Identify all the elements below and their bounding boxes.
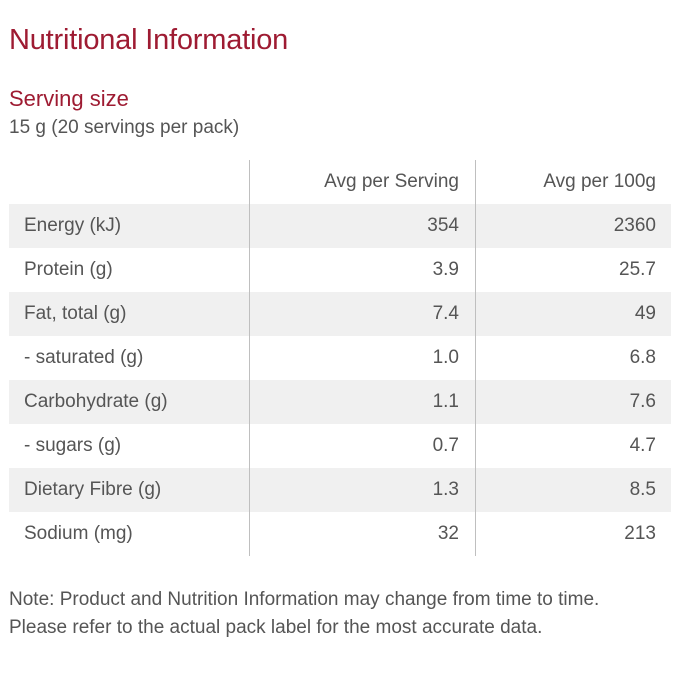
per-serving-value: 1.3 <box>249 468 475 512</box>
nutrient-name: Dietary Fibre (g) <box>24 479 162 500</box>
nutrient-name: Fat, total (g) <box>24 303 127 324</box>
per-serving-value: 0.7 <box>249 424 475 468</box>
per-100g-value: 6.8 <box>475 336 671 380</box>
per-serving-value: 1.0 <box>249 336 475 380</box>
header-nutrient <box>9 160 249 204</box>
per-serving-value: 1.1 <box>249 380 475 424</box>
table-row: - saturated (g) 1.0 6.8 <box>9 336 671 380</box>
per-100g-value: 8.5 <box>475 468 671 512</box>
per-100g-value: 7.6 <box>475 380 671 424</box>
per-serving-value: 32 <box>249 512 475 556</box>
table-row: Dietary Fibre (g) 1.3 8.5 <box>9 468 671 512</box>
page-title: Nutritional Information <box>9 24 289 56</box>
per-100g-value: 4.7 <box>475 424 671 468</box>
per-serving-value: 3.9 <box>249 248 475 292</box>
per-serving-value: 7.4 <box>249 292 475 336</box>
nutrient-name: - saturated (g) <box>24 347 144 368</box>
table-row: Carbohydrate (g) 1.1 7.6 <box>9 380 671 424</box>
header-avg-per-100g: Avg per 100g <box>475 160 671 204</box>
disclaimer-note: Note: Product and Nutrition Information … <box>9 589 600 638</box>
nutrient-name: Energy (kJ) <box>24 215 122 236</box>
table-row: Fat, total (g) 7.4 49 <box>9 292 671 336</box>
per-100g-value: 213 <box>475 512 671 556</box>
nutrient-name: - sugars (g) <box>24 435 122 456</box>
header-avg-per-serving: Avg per Serving <box>249 160 475 204</box>
table-row: - sugars (g) 0.7 4.7 <box>9 424 671 468</box>
table-row: Protein (g) 3.9 25.7 <box>9 248 671 292</box>
per-serving-value: 354 <box>249 204 475 248</box>
per-100g-value: 2360 <box>475 204 671 248</box>
nutrient-name: Protein (g) <box>24 259 113 280</box>
table-header-row: Avg per Serving Avg per 100g <box>9 160 671 204</box>
serving-size-value: 15 g (20 servings per pack) <box>9 117 240 138</box>
per-100g-value: 25.7 <box>475 248 671 292</box>
nutrient-name: Carbohydrate (g) <box>24 391 168 412</box>
table-row: Energy (kJ) 354 2360 <box>9 204 671 248</box>
nutrition-table: Avg per Serving Avg per 100g Energy (kJ)… <box>9 160 671 556</box>
nutrient-name: Sodium (mg) <box>24 523 133 544</box>
per-100g-value: 49 <box>475 292 671 336</box>
serving-size-label: Serving size <box>9 86 129 111</box>
table-row: Sodium (mg) 32 213 <box>9 512 671 556</box>
